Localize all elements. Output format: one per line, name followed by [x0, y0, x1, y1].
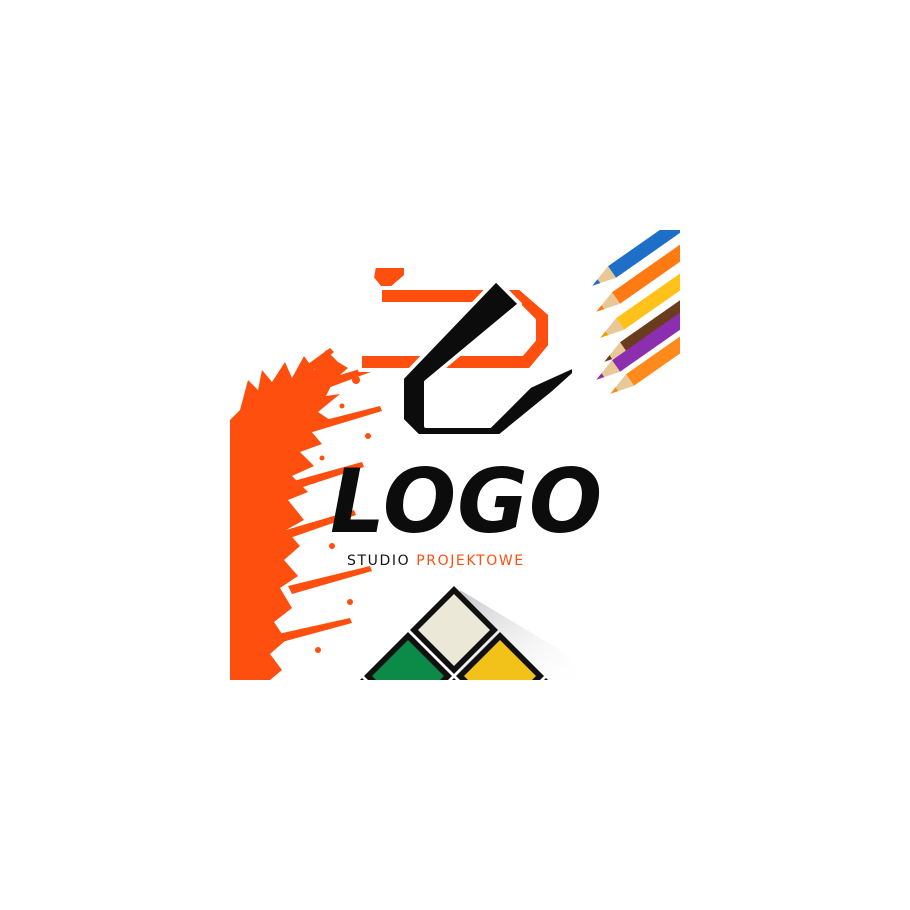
tagline-word-projektowe: PROJEKTOWE: [416, 553, 525, 569]
tagline-word-studio: STUDIO: [347, 553, 411, 569]
colored-pencils: [592, 230, 680, 394]
logo-card: LOGO STUDIO PROJEKTOWE: [230, 230, 680, 680]
brand-tagline: STUDIO PROJEKTOWE: [347, 554, 525, 568]
brand-wordmark: LOGO: [330, 450, 604, 553]
rubiks-cube: [360, 586, 590, 680]
logo-artwork: [230, 230, 680, 680]
abstract-monogram-icon: [358, 264, 576, 438]
paint-splash: [230, 348, 382, 680]
